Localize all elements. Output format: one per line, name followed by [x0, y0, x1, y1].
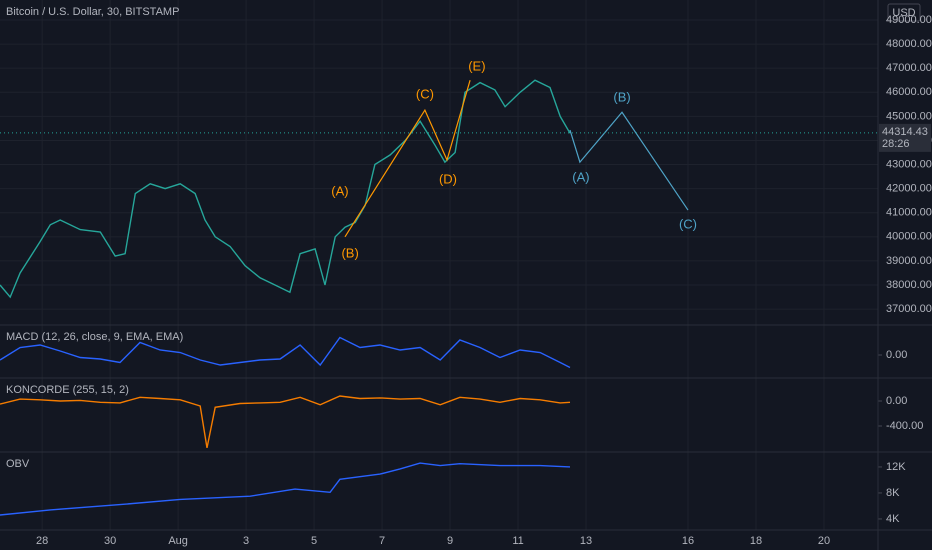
x-tick-label: 7 — [379, 535, 385, 547]
wave-label: (C) — [416, 87, 434, 102]
x-tick-label: 5 — [311, 535, 317, 547]
y-tick-label: 38000.00 — [886, 279, 932, 291]
y-tick-label: 43000.00 — [886, 158, 932, 170]
x-tick-label: 13 — [580, 535, 592, 547]
wave-line — [344, 80, 471, 238]
panel-title: KONCORDE (255, 15, 2) — [6, 384, 129, 396]
y-tick-label: 45000.00 — [886, 110, 932, 122]
wave-label: (E) — [468, 59, 485, 74]
wave-label: (A) — [572, 170, 589, 185]
y-tick-label: 0.00 — [886, 395, 907, 407]
y-tick-label: 12K — [886, 461, 906, 473]
grid — [0, 0, 882, 530]
wave-label: (B) — [613, 90, 630, 105]
y-tick-label: 46000.00 — [886, 86, 932, 98]
y-tick-label: 49000.00 — [886, 14, 932, 26]
y-tick-label: 39000.00 — [886, 255, 932, 267]
y-tick-label: 4K — [886, 513, 900, 525]
y-tick-label: 40000.00 — [886, 231, 932, 243]
symbol-title: Bitcoin / U.S. Dollar, 30, BITSTAMP — [6, 6, 179, 18]
x-tick-label: 11 — [512, 535, 523, 547]
currency-box — [887, 3, 921, 22]
wave-label: (A) — [331, 184, 348, 199]
x-tick-label: 30 — [104, 535, 116, 547]
currency: USD — [892, 7, 915, 19]
panel-title: MACD (12, 26, close, 9, EMA, EMA) — [6, 331, 183, 343]
last-price: 44314.43 — [882, 126, 928, 138]
y-tick-label: 37000.00 — [886, 303, 932, 315]
x-tick-label: 3 — [243, 535, 249, 547]
panel-title: OBV — [6, 458, 30, 470]
x-tick-label: Aug — [168, 535, 188, 547]
y-tick-label: -400.00 — [886, 420, 923, 432]
marks — [0, 79, 878, 516]
series-line — [0, 395, 571, 449]
y-tick-label: 47000.00 — [886, 62, 932, 74]
x-tick-label: 16 — [682, 535, 694, 547]
y-tick-label: 41000.00 — [886, 207, 932, 219]
wave-label: (B) — [341, 246, 358, 261]
x-tick-label: 18 — [750, 535, 762, 547]
series-line — [0, 462, 571, 516]
y-tick-label: 48000.00 — [886, 38, 932, 50]
series-line — [0, 336, 571, 369]
wave-label: (D) — [439, 172, 457, 187]
y-tick-label: 8K — [886, 487, 900, 499]
countdown: 28:26 — [882, 138, 910, 150]
x-tick-label: 28 — [36, 535, 48, 547]
x-tick-label: 20 — [818, 535, 830, 547]
y-tick-label: 42000.00 — [886, 183, 932, 195]
wave-line — [569, 111, 689, 211]
y-tick-label: 0.00 — [886, 349, 907, 361]
x-tick-label: 9 — [447, 535, 453, 547]
wave-label: (C) — [679, 217, 697, 232]
series-line — [0, 79, 571, 299]
last-price-box — [879, 123, 931, 152]
